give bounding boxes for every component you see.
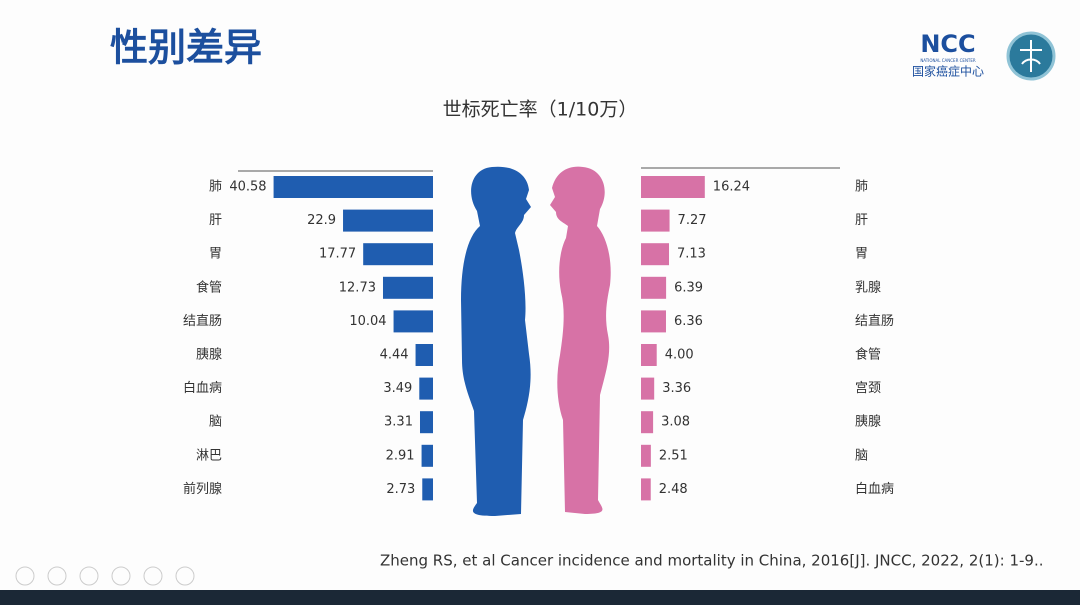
category-label: 肝 <box>209 213 222 228</box>
value-label: 40.58 <box>229 180 266 195</box>
toolbar <box>15 566 195 586</box>
bar <box>641 444 651 467</box>
female-silhouette <box>550 166 611 514</box>
category-label: 食管 <box>196 279 222 295</box>
toolbar-button[interactable] <box>15 566 35 586</box>
value-label: 22.9 <box>307 213 336 228</box>
category-label: 脑 <box>209 415 222 430</box>
bar <box>641 276 667 299</box>
toolbar-button[interactable] <box>111 566 131 586</box>
value-label: 16.24 <box>713 180 750 195</box>
value-label: 4.44 <box>380 348 409 363</box>
category-label: 食管 <box>855 347 881 363</box>
value-label: 2.51 <box>659 448 688 463</box>
category-label: 淋巴 <box>196 448 222 463</box>
male-silhouette <box>461 166 531 517</box>
value-label: 12.73 <box>339 280 376 295</box>
bar <box>273 176 433 198</box>
category-label: 脑 <box>855 448 868 463</box>
chart-title: 世标死亡率（1/10万） <box>443 99 638 121</box>
value-label: 7.13 <box>677 247 706 262</box>
value-label: 6.36 <box>674 314 703 329</box>
category-label: 乳腺 <box>855 280 881 295</box>
bar <box>641 411 654 434</box>
bar <box>415 344 433 366</box>
logo-emblem-mark <box>1020 40 1042 72</box>
category-label: 结直肠 <box>855 314 894 329</box>
category-label: 白血病 <box>855 481 894 497</box>
bar <box>641 377 655 400</box>
category-label: 胃 <box>209 247 222 262</box>
toolbar-button[interactable] <box>47 566 67 586</box>
value-label: 10.04 <box>349 314 386 329</box>
category-label: 肺 <box>855 180 868 195</box>
logo-name: 国家癌症中心 <box>912 64 984 79</box>
value-label: 3.31 <box>384 415 413 430</box>
category-label: 胃 <box>855 247 868 262</box>
bottom-strip <box>0 590 1080 605</box>
bar <box>641 176 705 198</box>
toolbar-button[interactable] <box>79 566 99 586</box>
value-label: 7.27 <box>678 213 707 228</box>
category-label: 肺 <box>209 180 222 195</box>
category-label: 宫颈 <box>855 381 881 396</box>
value-label: 3.49 <box>383 381 412 396</box>
bar <box>421 444 433 467</box>
bar <box>641 344 657 366</box>
toolbar-button[interactable] <box>175 566 195 586</box>
value-label: 2.91 <box>386 448 415 463</box>
category-label: 结直肠 <box>183 314 222 329</box>
bar <box>393 310 433 333</box>
bar <box>641 209 670 232</box>
value-label: 3.08 <box>661 415 690 430</box>
citation: Zheng RS, et al Cancer incidence and mor… <box>380 552 1044 570</box>
bar <box>363 243 433 266</box>
bar <box>419 377 433 400</box>
category-label: 前列腺 <box>183 481 222 497</box>
bar <box>641 478 651 501</box>
bar <box>641 310 666 333</box>
bar <box>343 209 433 232</box>
category-label: 胰腺 <box>855 415 881 430</box>
category-label: 白血病 <box>183 380 222 396</box>
bar <box>382 276 433 299</box>
bar <box>419 411 433 434</box>
category-label: 肝 <box>855 213 868 228</box>
logo-subtitle: NATIONAL CANCER CENTER <box>920 58 976 63</box>
slide-title: 性别差异 <box>110 26 262 70</box>
category-label: 胰腺 <box>196 348 222 363</box>
toolbar-button[interactable] <box>143 566 163 586</box>
value-label: 2.48 <box>659 482 688 497</box>
bar <box>422 478 433 501</box>
bar <box>641 243 670 266</box>
value-label: 17.77 <box>319 247 356 262</box>
value-label: 6.39 <box>674 280 703 295</box>
value-label: 2.73 <box>386 482 415 497</box>
value-label: 4.00 <box>665 348 694 363</box>
logo-abbr: NCC <box>920 30 975 58</box>
value-label: 3.36 <box>662 381 691 396</box>
